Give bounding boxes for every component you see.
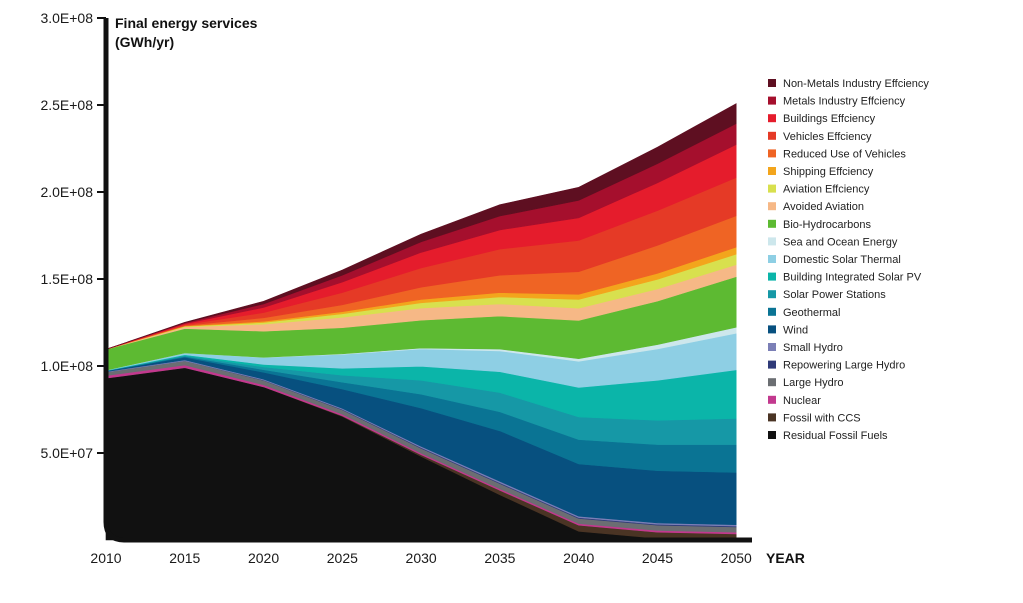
legend-label: Avoided Aviation bbox=[783, 201, 864, 213]
x-axis-title: YEAR bbox=[766, 550, 805, 566]
legend-item-fossil-with-ccs: Fossil with CCS bbox=[768, 412, 861, 424]
legend-swatch bbox=[768, 413, 776, 422]
legend-label: Large Hydro bbox=[783, 377, 844, 389]
legend-item-aviation-effciency: Aviation Effciency bbox=[768, 184, 870, 196]
legend-swatch bbox=[768, 395, 776, 404]
x-tick-label: 2020 bbox=[248, 550, 279, 566]
legend-item-buildings-effciency: Buildings Effciency bbox=[768, 113, 876, 125]
legend-swatch bbox=[768, 307, 776, 316]
legend-swatch bbox=[768, 131, 776, 140]
areas-layer bbox=[105, 103, 737, 541]
legend-label: Repowering Large Hydro bbox=[783, 360, 905, 372]
legend-label: Metals Industry Effciency bbox=[783, 96, 906, 108]
legend-swatch bbox=[768, 431, 776, 439]
legend-label: Reduced Use of Vehicles bbox=[783, 148, 906, 160]
y-tick-label: 2.5E+08 bbox=[40, 97, 93, 113]
legend-label: Wind bbox=[783, 324, 808, 336]
legend-item-shipping-effciency: Shipping Effciency bbox=[768, 166, 874, 178]
y-ticks: 5.0E+07 1.0E+08 1.5E+08 2.0E+08 2.5E+08 3.0E+… bbox=[40, 10, 106, 461]
legend-item-repowering-large-hydro: Repowering Large Hydro bbox=[768, 360, 905, 372]
legend-label: Domestic Solar Thermal bbox=[783, 254, 901, 266]
legend-item-residual-fossil-fuels: Residual Fossil Fuels bbox=[768, 430, 888, 442]
legend-label: Sea and Ocean Energy bbox=[783, 236, 898, 248]
area-non-metals-industry-effciency bbox=[105, 103, 737, 350]
legend-label: Solar Power Stations bbox=[783, 289, 886, 301]
legend-item-sea-and-ocean-energy: Sea and Ocean Energy bbox=[768, 236, 898, 248]
legend-item-building-integrated-solar-pv: Building Integrated Solar PV bbox=[768, 272, 922, 284]
legend-label: Residual Fossil Fuels bbox=[783, 430, 888, 442]
legend-swatch bbox=[768, 290, 776, 299]
legend-label: Small Hydro bbox=[783, 342, 843, 354]
x-tick-label: 2050 bbox=[721, 550, 752, 566]
legend-swatch bbox=[768, 360, 776, 369]
y-tick-label: 2.0E+08 bbox=[40, 184, 93, 200]
legend-swatch bbox=[768, 79, 776, 87]
legend-item-nuclear: Nuclear bbox=[768, 395, 821, 407]
x-tick-label: 2030 bbox=[406, 550, 437, 566]
legend-item-reduced-use-of-vehicles: Reduced Use of Vehicles bbox=[768, 148, 906, 160]
legend-item-geothermal: Geothermal bbox=[768, 307, 840, 319]
y-axis-title-line2: (GWh/yr) bbox=[115, 34, 174, 50]
legend-label: Nuclear bbox=[783, 395, 821, 407]
y-axis-title-line1: Final energy services bbox=[115, 15, 258, 31]
legend-item-wind: Wind bbox=[768, 324, 808, 336]
x-tick-label: 2025 bbox=[327, 550, 358, 566]
x-tick-label: 2045 bbox=[642, 550, 673, 566]
x-ticks: 2010 2015 2020 2025 2030 2035 2040 2045 2050 bbox=[90, 550, 752, 566]
axes-layer bbox=[103, 18, 752, 543]
y-tick-label: 5.0E+07 bbox=[40, 445, 93, 461]
legend-swatch bbox=[768, 114, 776, 123]
legend-item-metals-industry-effciency: Metals Industry Effciency bbox=[768, 96, 906, 108]
x-tick-label: 2010 bbox=[90, 550, 121, 566]
legend-swatch bbox=[768, 219, 776, 228]
x-tick-label: 2035 bbox=[484, 550, 515, 566]
legend-swatch bbox=[768, 149, 776, 158]
y-axis-line bbox=[103, 18, 752, 543]
x-tick-label: 2040 bbox=[563, 550, 594, 566]
legend-label: Non-Metals Industry Effciency bbox=[783, 78, 929, 90]
y-tick-label: 3.0E+08 bbox=[40, 10, 93, 26]
legend-swatch bbox=[768, 255, 776, 263]
legend-item-large-hydro: Large Hydro bbox=[768, 377, 844, 389]
legend-label: Bio-Hydrocarbons bbox=[783, 219, 872, 231]
legend-swatch bbox=[768, 202, 776, 211]
legend-label: Geothermal bbox=[783, 307, 840, 319]
legend-item-non-metals-industry-effciency: Non-Metals Industry Effciency bbox=[768, 78, 929, 90]
legend-item-domestic-solar-thermal: Domestic Solar Thermal bbox=[768, 254, 901, 266]
legend-label: Fossil with CCS bbox=[783, 412, 861, 424]
legend-item-avoided-aviation: Avoided Aviation bbox=[768, 201, 864, 213]
legend-swatch bbox=[768, 237, 776, 246]
legend-label: Aviation Effciency bbox=[783, 184, 870, 196]
legend: Non-Metals Industry Effciency Metals Indu… bbox=[768, 78, 929, 442]
legend-swatch bbox=[768, 96, 776, 105]
legend-swatch bbox=[768, 325, 776, 334]
y-tick-label: 1.0E+08 bbox=[40, 358, 93, 374]
x-tick-label: 2015 bbox=[169, 550, 200, 566]
legend-swatch bbox=[768, 272, 776, 281]
legend-item-solar-power-stations: Solar Power Stations bbox=[768, 289, 886, 301]
y-tick-label: 1.5E+08 bbox=[40, 271, 93, 287]
legend-item-small-hydro: Small Hydro bbox=[768, 342, 843, 354]
legend-label: Building Integrated Solar PV bbox=[783, 272, 922, 284]
legend-swatch bbox=[768, 167, 776, 175]
legend-label: Vehicles Effciency bbox=[783, 131, 872, 143]
legend-item-bio-hydrocarbons: Bio-Hydrocarbons bbox=[768, 219, 872, 231]
legend-swatch bbox=[768, 343, 776, 351]
legend-label: Buildings Effciency bbox=[783, 113, 876, 125]
legend-swatch bbox=[768, 184, 776, 193]
legend-label: Shipping Effciency bbox=[783, 166, 874, 178]
legend-item-vehicles-effciency: Vehicles Effciency bbox=[768, 131, 872, 143]
legend-swatch bbox=[768, 378, 776, 387]
